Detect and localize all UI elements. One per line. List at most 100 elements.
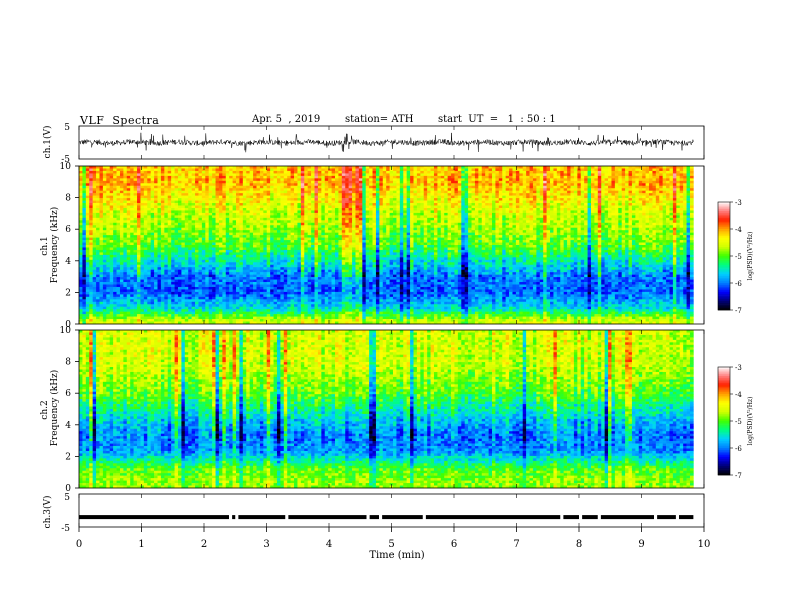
spectrogram-cell	[379, 225, 384, 229]
spectrogram-cell	[276, 217, 281, 221]
spectrogram-cell	[300, 175, 305, 179]
spectrogram-cell	[328, 175, 332, 179]
spectrogram-cell	[324, 230, 329, 233]
spectrogram-cell	[577, 175, 582, 179]
spectrogram-cell	[410, 166, 414, 169]
spectrogram-cell	[509, 222, 513, 226]
spectrogram-cell	[642, 188, 646, 191]
spectrogram-cell	[601, 170, 605, 174]
spectrogram-cell	[133, 185, 138, 189]
spectrogram-cell	[126, 203, 131, 206]
spectrogram-cell	[116, 193, 121, 196]
spectrogram-cell	[416, 183, 421, 187]
spectrogram-cell	[85, 210, 90, 214]
spectrogram-cell	[150, 227, 155, 231]
spectrogram-cell	[669, 168, 674, 172]
spectrogram-cell	[137, 222, 141, 226]
spectrogram-cell	[205, 200, 209, 204]
spectrogram-cell	[375, 188, 380, 191]
spectrogram-cell	[307, 190, 312, 194]
spectrogram-cell	[328, 173, 332, 177]
spectrogram-cell	[413, 225, 418, 229]
spectrogram-cell	[365, 183, 370, 187]
spectrogram-cell	[164, 193, 169, 196]
spectrogram-cell	[492, 220, 496, 224]
spectrogram-cell	[164, 185, 169, 189]
spectrogram-cell	[553, 173, 558, 177]
spectrogram-cell	[304, 212, 308, 216]
spectrogram-cell	[447, 222, 452, 226]
spectrogram-cell	[638, 207, 643, 211]
spectrogram-cell	[536, 222, 541, 226]
spectrogram-cell	[532, 193, 537, 196]
spectrogram-cell	[447, 193, 452, 196]
spectrogram-cell	[355, 212, 360, 216]
spectrogram-cell	[348, 212, 353, 216]
spectrogram-cell	[352, 180, 356, 184]
spectrogram-cell	[362, 222, 367, 226]
spectrogram-cell	[492, 170, 496, 174]
spectrogram-cell	[208, 212, 213, 216]
spectrogram-cell	[324, 178, 329, 182]
spectrogram-cell	[427, 215, 431, 219]
spectrogram-cell	[239, 180, 244, 184]
spectrogram-cell	[270, 193, 274, 196]
spectrogram-cell	[270, 178, 274, 182]
spectrogram-cell	[345, 230, 349, 233]
spectrogram-cell	[590, 183, 595, 187]
spectrogram-cell	[177, 173, 182, 177]
spectrogram-cell	[317, 200, 322, 204]
spectrogram-cell	[625, 227, 629, 231]
spectrogram-cell	[372, 185, 377, 189]
spectrogram-cell	[109, 178, 114, 182]
spectrogram-cell	[567, 185, 571, 189]
spectrogram-cell	[375, 212, 380, 216]
spectrogram-cell	[167, 227, 172, 231]
spectrogram-cell	[437, 210, 442, 214]
spectrogram-cell	[590, 205, 595, 209]
spectrogram-cell	[137, 180, 141, 184]
spectrogram-cell	[676, 175, 681, 179]
spectrogram-cell	[328, 210, 332, 214]
spectrogram-cell	[550, 170, 554, 174]
spectrogram-cell	[659, 180, 663, 184]
spectrogram-cell	[171, 175, 175, 179]
spectrogram-cell	[300, 205, 305, 209]
spectrogram-cell	[198, 217, 203, 221]
spectrogram-cell	[444, 220, 448, 224]
spectrogram-cell	[635, 230, 640, 233]
spectrogram-cell	[526, 212, 530, 216]
spectrogram-cell	[526, 185, 530, 189]
spectrogram-cell	[246, 180, 250, 184]
spectrogram-cell	[246, 210, 250, 214]
spectrogram-cell	[92, 180, 97, 184]
spectrogram-cell	[584, 212, 588, 216]
spectrogram-cell	[577, 200, 582, 204]
spectrogram-cell	[437, 195, 442, 199]
spectrogram-cell	[184, 220, 189, 224]
spectrogram-cell	[355, 198, 360, 201]
spectrogram-cell	[375, 178, 380, 182]
spectrogram-cell	[297, 232, 302, 236]
spectrogram-cell	[287, 222, 291, 226]
spectrogram-cell	[539, 225, 544, 229]
spectrogram-cell	[515, 205, 520, 209]
spectrogram-cell	[498, 180, 503, 184]
spectrogram-cell	[283, 212, 288, 216]
spectrogram-cell	[184, 215, 189, 219]
spectrogram-cell	[160, 170, 165, 174]
spectrogram-cell	[539, 190, 544, 194]
spectrogram-cell	[464, 220, 469, 224]
spectrogram-cell	[249, 183, 254, 187]
spectrogram-cell	[249, 168, 254, 172]
spectrogram-cell	[133, 222, 138, 226]
spectrogram-cell	[338, 215, 343, 219]
spectrogram-cell	[273, 200, 278, 204]
spectrogram-cell	[218, 168, 223, 172]
spectrogram-cell	[130, 215, 134, 219]
spectrogram-cell	[471, 207, 476, 211]
spectrogram-cell	[164, 230, 169, 233]
spectrogram-cell	[526, 170, 530, 174]
spectrogram-cell	[652, 222, 657, 226]
spectrogram-cell	[355, 222, 360, 226]
